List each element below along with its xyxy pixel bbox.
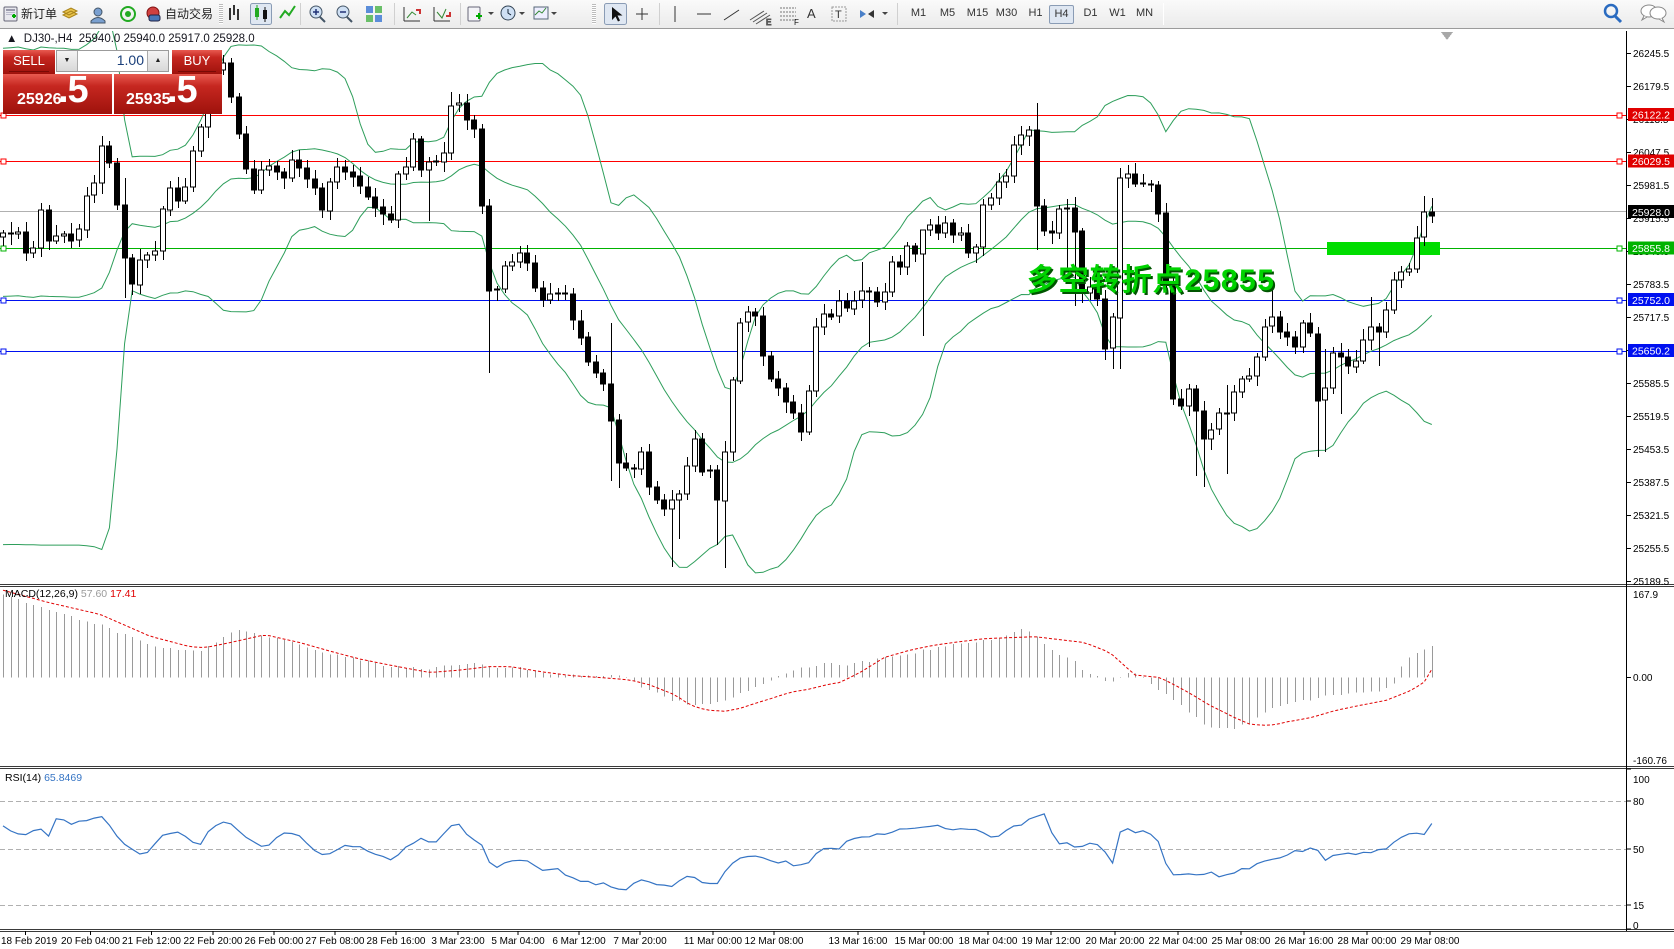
- svg-text:0: 0: [1633, 921, 1639, 932]
- svg-text:18 Feb 2019: 18 Feb 2019: [1, 936, 58, 947]
- svg-text:25650.2: 25650.2: [1632, 346, 1670, 358]
- svg-text:自动交易: 自动交易: [165, 6, 213, 21]
- svg-text:25 Mar 08:00: 25 Mar 08:00: [1212, 936, 1271, 947]
- svg-text:25585.5: 25585.5: [1633, 379, 1670, 390]
- svg-text:100: 100: [1633, 775, 1650, 786]
- svg-text:25981.5: 25981.5: [1633, 181, 1670, 192]
- svg-text:50: 50: [1633, 845, 1645, 856]
- svg-text:-160.76: -160.76: [1633, 756, 1667, 767]
- svg-text:T: T: [835, 9, 842, 21]
- svg-text:26047.5: 26047.5: [1633, 148, 1670, 159]
- svg-text:3 Mar 23:00: 3 Mar 23:00: [431, 936, 485, 947]
- svg-text:25255.5: 25255.5: [1633, 544, 1670, 555]
- svg-text:0.00: 0.00: [1633, 673, 1653, 684]
- svg-text:A: A: [807, 6, 816, 21]
- svg-text:28 Feb 16:00: 28 Feb 16:00: [367, 936, 426, 947]
- svg-text:28 Mar 00:00: 28 Mar 00:00: [1338, 936, 1397, 947]
- svg-text:RSI(14) 65.8469: RSI(14) 65.8469: [5, 772, 82, 784]
- svg-text:11 Mar 00:00: 11 Mar 00:00: [684, 936, 743, 947]
- svg-text:26122.2: 26122.2: [1632, 110, 1670, 122]
- svg-text:E: E: [766, 18, 771, 27]
- svg-text:25928.0: 25928.0: [1632, 207, 1670, 219]
- svg-text:22 Feb 20:00: 22 Feb 20:00: [184, 936, 243, 947]
- svg-text:25453.5: 25453.5: [1633, 445, 1670, 456]
- svg-text:6 Mar 12:00: 6 Mar 12:00: [552, 936, 606, 947]
- svg-text:25915.5: 25915.5: [1633, 214, 1670, 225]
- svg-text:22 Mar 04:00: 22 Mar 04:00: [1149, 936, 1208, 947]
- svg-text:25855.8: 25855.8: [1632, 243, 1670, 255]
- svg-text:20 Feb 04:00: 20 Feb 04:00: [61, 936, 120, 947]
- svg-text:5 Mar 04:00: 5 Mar 04:00: [491, 936, 545, 947]
- svg-text:80: 80: [1633, 797, 1645, 808]
- svg-text:F: F: [794, 18, 799, 27]
- svg-text:21 Feb 12:00: 21 Feb 12:00: [122, 936, 181, 947]
- svg-text:27 Feb 08:00: 27 Feb 08:00: [306, 936, 365, 947]
- svg-text:26 Mar 16:00: 26 Mar 16:00: [1275, 936, 1334, 947]
- svg-text:25189.5: 25189.5: [1633, 577, 1670, 588]
- svg-text:15: 15: [1633, 901, 1645, 912]
- svg-text:25783.5: 25783.5: [1633, 280, 1670, 291]
- svg-text:167.9: 167.9: [1633, 590, 1658, 601]
- svg-text:12 Mar 08:00: 12 Mar 08:00: [745, 936, 804, 947]
- svg-text:15 Mar 00:00: 15 Mar 00:00: [895, 936, 954, 947]
- svg-text:26245.5: 26245.5: [1633, 49, 1670, 60]
- svg-text:26 Feb 00:00: 26 Feb 00:00: [245, 936, 304, 947]
- svg-text:7 Mar 20:00: 7 Mar 20:00: [613, 936, 667, 947]
- svg-text:25321.5: 25321.5: [1633, 511, 1670, 522]
- svg-text:25752.0: 25752.0: [1632, 295, 1670, 307]
- svg-text:25717.5: 25717.5: [1633, 313, 1670, 324]
- svg-text:29 Mar 08:00: 29 Mar 08:00: [1401, 936, 1460, 947]
- svg-text:26179.5: 26179.5: [1633, 82, 1670, 93]
- svg-text:20 Mar 20:00: 20 Mar 20:00: [1086, 936, 1145, 947]
- svg-text:▲ DJ30-,H4 25940.0 25940.0 2: ▲ DJ30-,H4 25940.0 25940.0 25917.0 25928…: [6, 33, 255, 45]
- svg-text:18 Mar 04:00: 18 Mar 04:00: [959, 936, 1018, 947]
- svg-text:25519.5: 25519.5: [1633, 412, 1670, 423]
- svg-text:13 Mar 16:00: 13 Mar 16:00: [829, 936, 888, 947]
- svg-text:26029.5: 26029.5: [1632, 156, 1670, 168]
- svg-text:25387.5: 25387.5: [1633, 478, 1670, 489]
- svg-text:MACD(12,26,9) 57.60 17.41: MACD(12,26,9) 57.60 17.41: [5, 588, 136, 600]
- svg-text:19 Mar 12:00: 19 Mar 12:00: [1022, 936, 1081, 947]
- svg-text:新订单: 新订单: [21, 6, 57, 21]
